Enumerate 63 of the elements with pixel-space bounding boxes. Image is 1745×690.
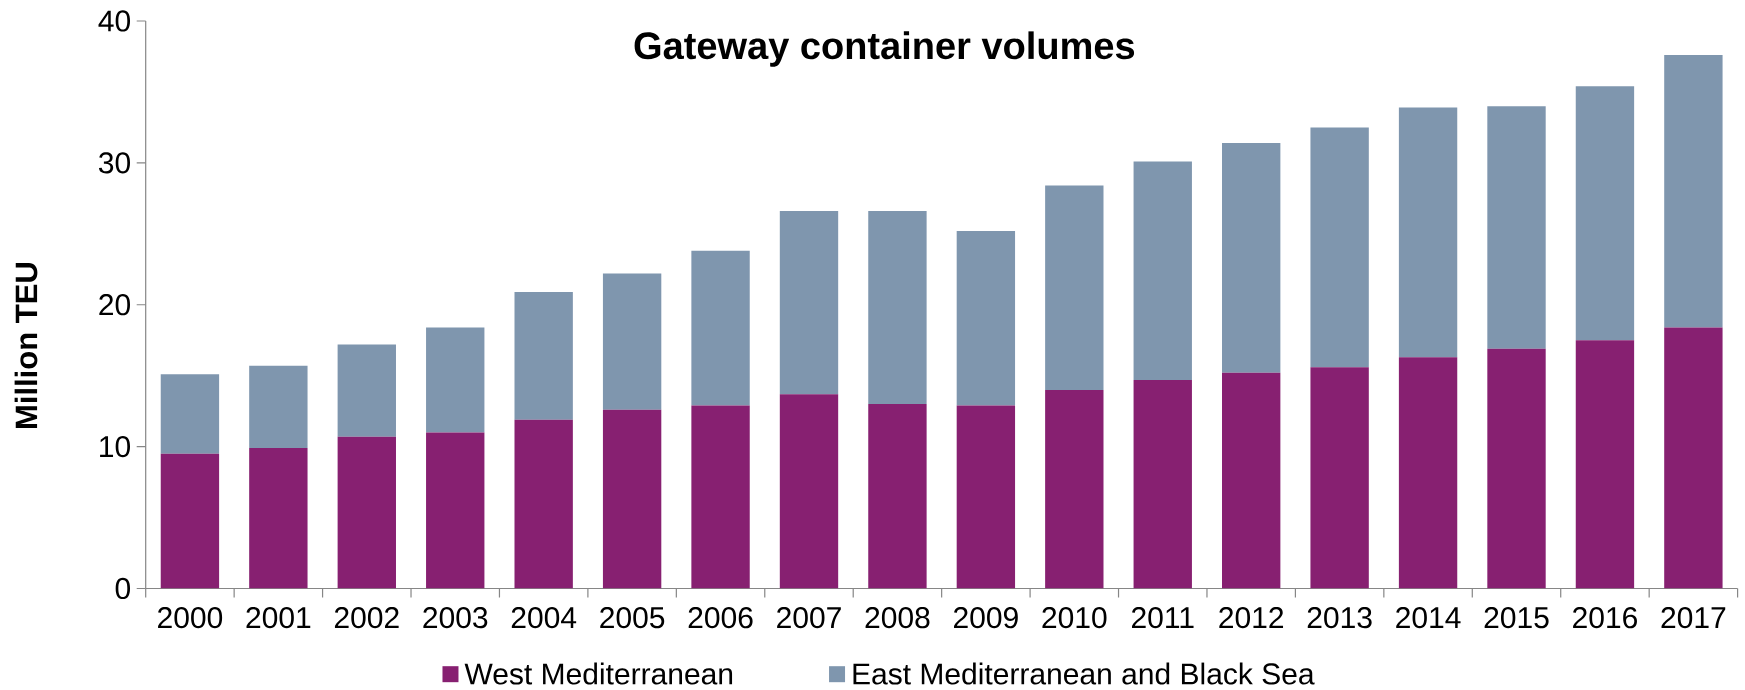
bar <box>956 405 1016 589</box>
x-tick-label: 2008 <box>865 607 930 629</box>
bar <box>779 211 839 395</box>
bar <box>1222 143 1281 373</box>
bar <box>1133 379 1192 589</box>
x-tick-label: 2009 <box>954 607 1018 629</box>
y-tick-label: 20 <box>99 294 131 316</box>
bar <box>1310 367 1369 589</box>
x-tick-label: 2005 <box>600 607 665 629</box>
bar <box>1664 55 1723 328</box>
bar <box>1664 327 1723 589</box>
bar <box>868 211 927 405</box>
x-tick-label: 2000 <box>158 607 223 629</box>
x-tick-label: 2003 <box>423 607 488 629</box>
bar <box>691 405 750 589</box>
bar <box>249 448 308 589</box>
bar <box>779 394 839 589</box>
bar <box>691 250 750 406</box>
y-axis-title: Million TEU <box>14 263 38 428</box>
bar <box>337 344 396 437</box>
bar <box>514 291 573 420</box>
bar <box>1398 107 1458 358</box>
bar <box>426 327 485 433</box>
bar <box>1222 372 1281 589</box>
x-tick-label: 2007 <box>777 607 841 629</box>
y-tick-label: 10 <box>100 436 131 458</box>
bar <box>160 374 220 454</box>
bar <box>1045 389 1104 589</box>
bar <box>514 419 573 589</box>
chart-title: Gateway container volumes <box>634 31 1135 67</box>
y-tick-label: 30 <box>98 152 131 174</box>
bar <box>1487 348 1546 589</box>
bar <box>426 432 485 589</box>
x-tick-label: 2012 <box>1219 607 1284 629</box>
x-tick-label: 2002 <box>334 607 399 629</box>
legend-label: West Mediterranean <box>464 662 733 685</box>
x-tick-label: 2001 <box>246 607 311 629</box>
bar <box>1133 161 1192 380</box>
bar <box>1310 127 1369 368</box>
bar <box>602 409 662 589</box>
bar <box>1575 86 1635 341</box>
x-tick-label: 2006 <box>688 607 753 629</box>
bar <box>1045 185 1104 390</box>
bar <box>1487 106 1546 349</box>
legend-label: East Mediterranean and Black Sea <box>853 662 1315 685</box>
x-tick-label: 2016 <box>1573 607 1637 629</box>
bar <box>602 273 662 410</box>
x-tick-label: 2014 <box>1396 607 1461 629</box>
x-tick-label: 2017 <box>1661 607 1726 629</box>
bar <box>249 365 308 449</box>
x-tick-label: 2004 <box>511 607 577 629</box>
bar <box>1575 340 1635 589</box>
x-tick-label: 2013 <box>1307 607 1372 629</box>
y-tick-label: 0 <box>115 577 131 600</box>
x-tick-label: 2010 <box>1042 607 1107 629</box>
y-tick-label: 40 <box>98 10 131 32</box>
x-tick-label: 2015 <box>1484 607 1549 629</box>
bar <box>1398 357 1458 589</box>
bar <box>956 230 1016 406</box>
bar <box>160 453 220 589</box>
bar <box>868 404 927 589</box>
bar <box>337 436 396 589</box>
x-tick-label: 2011 <box>1132 607 1194 629</box>
